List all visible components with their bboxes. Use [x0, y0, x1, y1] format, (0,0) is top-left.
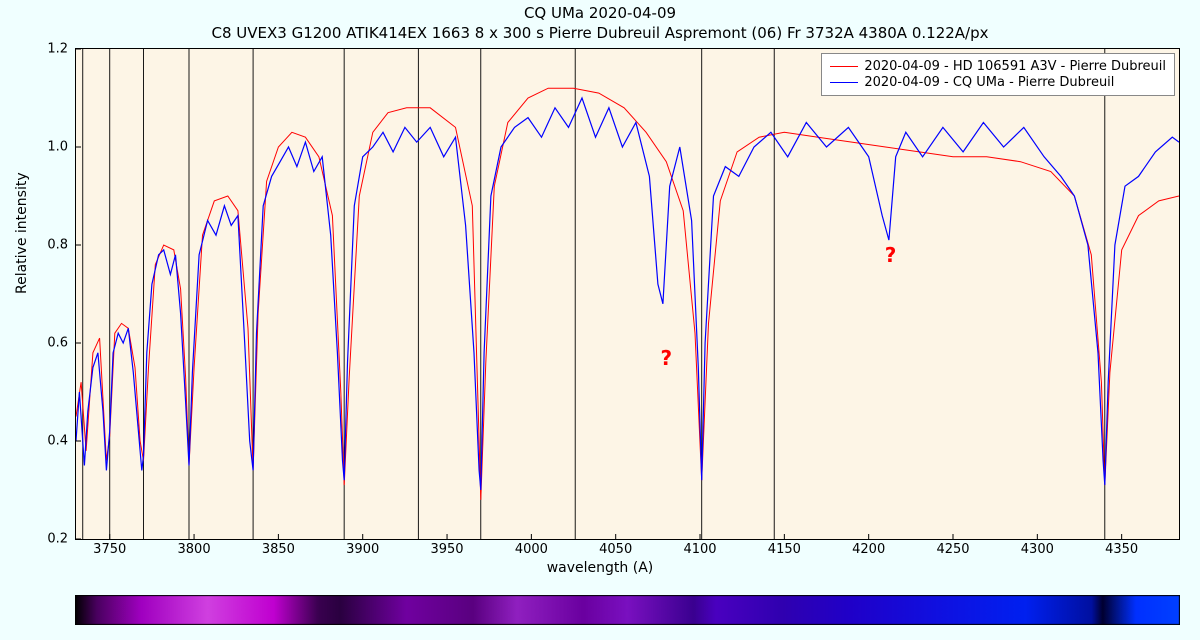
x-tick-label: 4350	[1105, 542, 1138, 557]
plot-svg	[76, 49, 1179, 539]
x-tick-label: 4200	[852, 542, 885, 557]
legend-item: 2020-04-09 - CQ UMa - Pierre Dubreuil	[830, 75, 1166, 90]
x-tick-label: 3800	[178, 542, 211, 557]
legend-swatch	[830, 82, 858, 83]
legend-swatch	[830, 66, 858, 67]
y-tick-label: 0.4	[47, 434, 68, 449]
y-tick-label: 1.0	[47, 140, 68, 155]
spectrum-bar	[75, 595, 1180, 625]
chart-suptitle: CQ UMa 2020-04-09	[0, 4, 1200, 22]
legend-label: 2020-04-09 - HD 106591 A3V - Pierre Dubr…	[864, 59, 1166, 74]
x-tick-label: 3850	[262, 542, 295, 557]
x-tick-label: 3900	[346, 542, 379, 557]
figure: CQ UMa 2020-04-09 C8 UVEX3 G1200 ATIK414…	[0, 0, 1200, 640]
y-tick-label: 0.2	[47, 532, 68, 547]
plot-area: 2020-04-09 - HD 106591 A3V - Pierre Dubr…	[75, 48, 1180, 540]
x-tick-label: 4000	[515, 542, 548, 557]
x-tick-label: 3950	[430, 542, 463, 557]
x-tick-label: 4100	[683, 542, 716, 557]
x-tick-label: 3750	[93, 542, 126, 557]
y-axis-label: Relative intensity	[14, 172, 30, 294]
x-tick-label: 4250	[936, 542, 969, 557]
y-tick-label: 0.6	[47, 336, 68, 351]
x-tick-label: 4150	[768, 542, 801, 557]
chart-title: C8 UVEX3 G1200 ATIK414EX 1663 8 x 300 s …	[0, 24, 1200, 42]
x-tick-label: 4300	[1021, 542, 1054, 557]
legend-item: 2020-04-09 - HD 106591 A3V - Pierre Dubr…	[830, 59, 1166, 74]
y-tick-label: 1.2	[47, 42, 68, 57]
legend: 2020-04-09 - HD 106591 A3V - Pierre Dubr…	[821, 53, 1175, 96]
legend-label: 2020-04-09 - CQ UMa - Pierre Dubreuil	[864, 75, 1114, 90]
x-axis-label: wavelength (A)	[0, 560, 1200, 576]
x-tick-label: 4050	[599, 542, 632, 557]
y-tick-label: 0.8	[47, 238, 68, 253]
annotation-marker: ?	[885, 243, 897, 267]
annotation-marker: ?	[660, 346, 672, 370]
